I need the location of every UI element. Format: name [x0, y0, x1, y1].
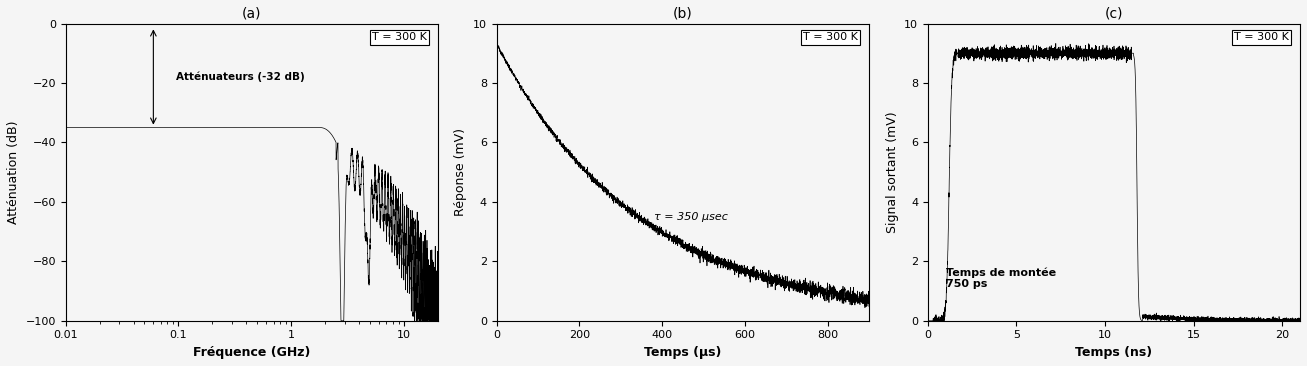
Text: T = 300 K: T = 300 K	[1234, 33, 1289, 42]
Title: (b): (b)	[673, 7, 693, 21]
Text: Temps de montée
750 ps: Temps de montée 750 ps	[945, 267, 1056, 290]
X-axis label: Temps (μs): Temps (μs)	[644, 346, 721, 359]
Text: Atténuateurs (-32 dB): Atténuateurs (-32 dB)	[176, 71, 305, 82]
Text: T = 300 K: T = 300 K	[371, 33, 426, 42]
X-axis label: Fréquence (GHz): Fréquence (GHz)	[193, 346, 310, 359]
X-axis label: Temps (ns): Temps (ns)	[1076, 346, 1153, 359]
Y-axis label: Atténuation (dB): Atténuation (dB)	[7, 120, 20, 224]
Y-axis label: Réponse (mV): Réponse (mV)	[455, 128, 468, 216]
Text: T = 300 K: T = 300 K	[802, 33, 857, 42]
Y-axis label: Signal sortant (mV): Signal sortant (mV)	[886, 111, 899, 233]
Title: (c): (c)	[1104, 7, 1123, 21]
Text: τ = 350 μsec: τ = 350 μsec	[654, 212, 728, 222]
Title: (a): (a)	[242, 7, 261, 21]
